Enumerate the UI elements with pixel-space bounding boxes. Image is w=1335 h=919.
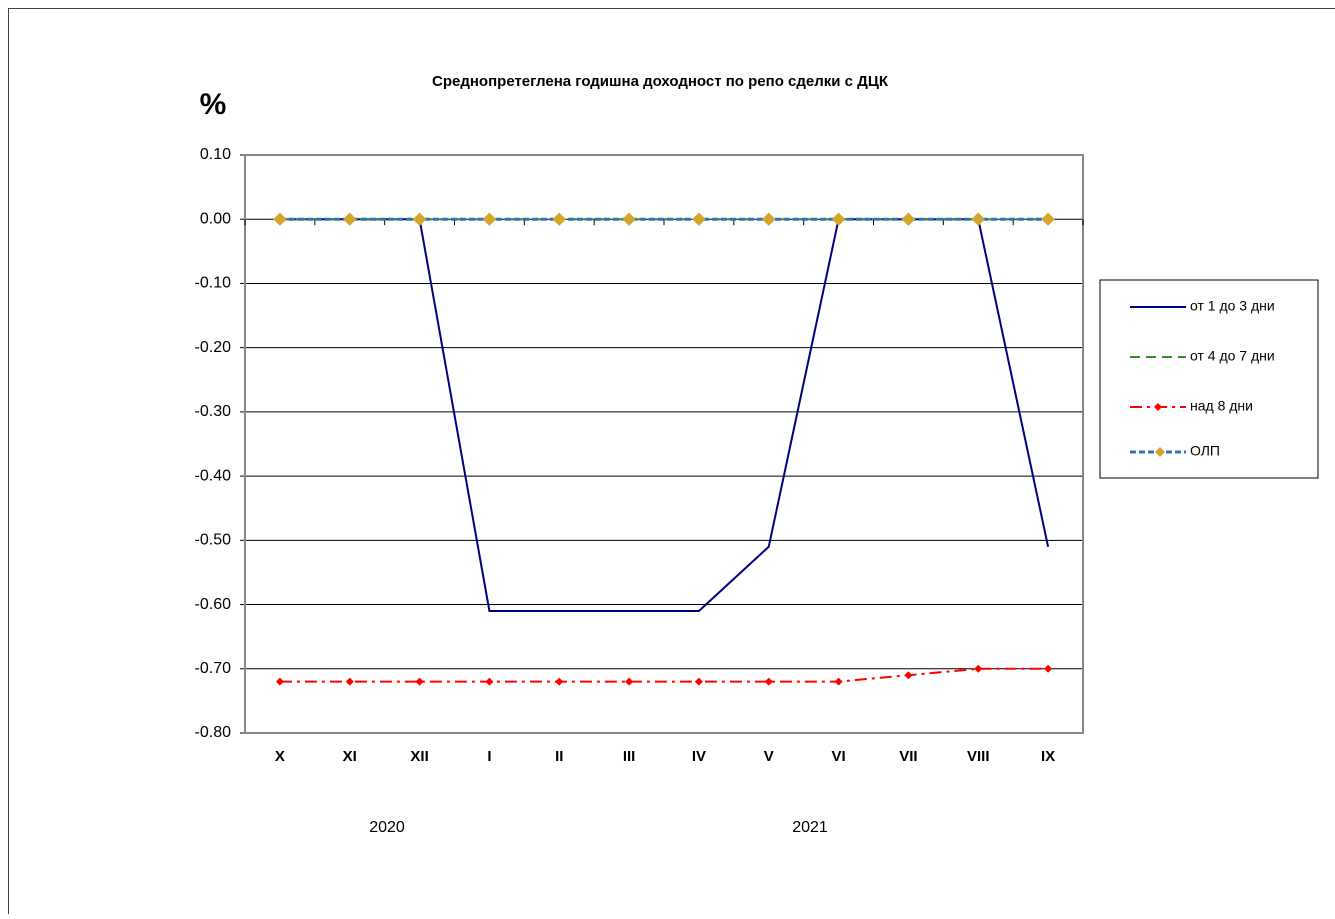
x-tick-label: VIII xyxy=(967,748,990,765)
chart-title: Среднопретеглена годишна доходност по ре… xyxy=(432,73,889,90)
x-tick-label: III xyxy=(623,748,636,765)
y-tick-label: -0.50 xyxy=(195,532,232,549)
year-label: 2020 xyxy=(369,819,405,836)
x-tick-label: IV xyxy=(692,748,706,765)
legend-label: над 8 дни xyxy=(1190,398,1253,414)
y-tick-label: -0.10 xyxy=(195,275,232,292)
x-tick-label: XI xyxy=(343,748,357,765)
x-tick-label: IX xyxy=(1041,748,1055,765)
year-label: 2021 xyxy=(792,819,828,836)
y-tick-label: -0.80 xyxy=(195,724,232,741)
y-axis-label: % xyxy=(200,88,227,121)
y-tick-label: -0.40 xyxy=(195,467,232,484)
x-tick-label: V xyxy=(764,748,774,765)
y-tick-label: 0.10 xyxy=(200,146,231,163)
y-tick-label: -0.20 xyxy=(195,339,232,356)
y-tick-label: -0.30 xyxy=(195,403,232,420)
legend-label: от 4 до 7 дни xyxy=(1190,348,1275,364)
x-tick-label: X xyxy=(275,748,285,765)
x-tick-label: II xyxy=(555,748,563,765)
legend-label: от 1 до 3 дни xyxy=(1190,298,1275,314)
x-tick-label: VII xyxy=(899,748,917,765)
x-tick-label: I xyxy=(487,748,491,765)
y-tick-label: 0.00 xyxy=(200,210,231,227)
x-tick-label: VI xyxy=(831,748,845,765)
legend-label: ОЛП xyxy=(1190,443,1220,459)
y-tick-label: -0.70 xyxy=(195,660,232,677)
x-tick-label: XII xyxy=(410,748,428,765)
y-tick-label: -0.60 xyxy=(195,596,232,613)
